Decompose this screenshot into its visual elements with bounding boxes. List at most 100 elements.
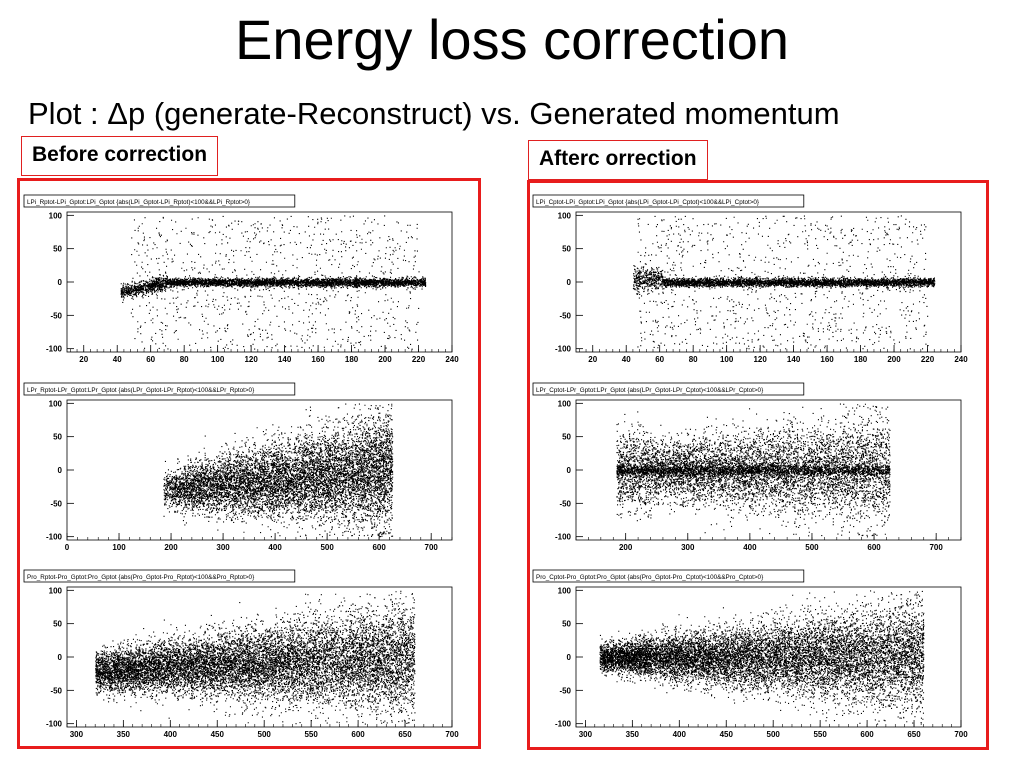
plot-title: LPi_Cptot-LPi_Gptot:LPi_Gptot {abs(LPi_G… — [536, 199, 759, 206]
x-tick-label: 700 — [425, 543, 439, 552]
x-tick-label: 300 — [216, 543, 230, 552]
x-tick-label: 180 — [854, 355, 868, 364]
x-tick-label: 140 — [278, 355, 292, 364]
plot-title: LPr_Cptot-LPr_Gptot:LPr_Gptot {abs(LPr_G… — [536, 387, 763, 394]
plot-title: LPi_Rptot-LPi_Gptot:LPi_Gptot {abs(LPi_G… — [27, 199, 250, 206]
x-tick-label: 220 — [921, 355, 935, 364]
y-tick-label: -50 — [559, 499, 571, 508]
y-tick-label: -100 — [555, 345, 572, 354]
y-tick-label: 0 — [58, 466, 63, 475]
y-tick-label: 50 — [53, 433, 62, 442]
y-tick-label: -50 — [559, 311, 571, 320]
y-tick-label: 0 — [58, 278, 63, 287]
slide-subtitle: Plot : Δp (generate-Reconstruct) vs. Gen… — [28, 96, 840, 131]
x-tick-label: 80 — [180, 355, 189, 364]
x-tick-label: 180 — [345, 355, 359, 364]
after-correction-label: Afterc orrection — [528, 140, 708, 180]
y-tick-label: 0 — [567, 466, 572, 475]
plot-title: Pro_Rptot-Pro_Gptot:Pro_Gptot {abs(Pro_G… — [27, 574, 254, 581]
plot-title: LPr_Rptot-LPr_Gptot:LPr_Gptot {abs(LPr_G… — [27, 387, 254, 394]
x-tick-label: 20 — [588, 355, 597, 364]
x-tick-label: 60 — [146, 355, 155, 364]
x-tick-label: 100 — [720, 355, 734, 364]
plot-after-lpr: LPr_Cptot-LPr_Gptot:LPr_Gptot {abs(LPr_G… — [532, 382, 962, 552]
x-tick-label: 60 — [655, 355, 664, 364]
x-tick-label: 600 — [867, 543, 881, 552]
x-tick-label: 200 — [164, 543, 178, 552]
y-tick-label: 100 — [558, 211, 572, 220]
x-tick-label: 700 — [445, 730, 459, 739]
plot-after-pro: Pro_Cptot-Pro_Gptot:Pro_Gptot {abs(Pro_G… — [532, 569, 968, 739]
x-tick-label: 0 — [65, 543, 70, 552]
x-tick-label: 550 — [813, 730, 827, 739]
plot-title: Pro_Cptot-Pro_Gptot:Pro_Gptot {abs(Pro_G… — [536, 574, 763, 581]
x-tick-label: 240 — [954, 355, 968, 364]
y-tick-label: 0 — [58, 653, 63, 662]
scatter-points — [599, 590, 925, 725]
y-tick-label: 100 — [558, 399, 572, 408]
x-tick-label: 40 — [622, 355, 631, 364]
x-tick-label: 500 — [320, 543, 334, 552]
x-tick-label: 160 — [311, 355, 325, 364]
y-tick-label: 100 — [49, 586, 63, 595]
y-tick-label: 0 — [567, 653, 572, 662]
x-tick-label: 450 — [211, 730, 225, 739]
scatter-points — [95, 590, 416, 725]
x-tick-label: 600 — [372, 543, 386, 552]
x-tick-label: 200 — [378, 355, 392, 364]
scatter-points — [120, 215, 427, 350]
x-tick-label: 700 — [929, 543, 943, 552]
y-tick-label: 100 — [558, 586, 572, 595]
scatter-points — [163, 403, 394, 538]
plot-after-lpi: LPi_Cptot-LPi_Gptot:LPi_Gptot {abs(LPi_G… — [532, 194, 968, 364]
x-tick-label: 200 — [619, 543, 633, 552]
x-tick-label: 160 — [820, 355, 834, 364]
scatter-points — [632, 215, 936, 350]
x-tick-label: 220 — [412, 355, 426, 364]
x-tick-label: 400 — [743, 543, 757, 552]
x-tick-label: 100 — [211, 355, 225, 364]
x-tick-label: 300 — [70, 730, 84, 739]
x-tick-label: 350 — [626, 730, 640, 739]
x-tick-label: 400 — [268, 543, 282, 552]
x-tick-label: 650 — [398, 730, 412, 739]
before-correction-label: Before correction — [21, 136, 219, 176]
x-tick-label: 300 — [681, 543, 695, 552]
y-tick-label: -100 — [555, 720, 572, 729]
x-tick-label: 120 — [753, 355, 767, 364]
y-tick-label: 50 — [562, 245, 571, 254]
x-tick-label: 500 — [767, 730, 781, 739]
y-tick-label: -50 — [50, 686, 62, 695]
y-tick-label: -100 — [555, 533, 572, 542]
x-tick-label: 400 — [673, 730, 687, 739]
x-tick-label: 700 — [954, 730, 968, 739]
y-tick-label: 0 — [567, 278, 572, 287]
y-tick-label: -50 — [50, 311, 62, 320]
y-tick-label: -100 — [46, 345, 63, 354]
slide-title: Energy loss correction — [234, 8, 789, 71]
x-tick-label: 600 — [860, 730, 874, 739]
x-tick-label: 500 — [258, 730, 272, 739]
y-tick-label: 50 — [53, 245, 62, 254]
x-tick-label: 200 — [887, 355, 901, 364]
y-tick-label: 50 — [562, 620, 571, 629]
x-tick-label: 40 — [113, 355, 122, 364]
plot-before-pro: Pro_Rptot-Pro_Gptot:Pro_Gptot {abs(Pro_G… — [23, 569, 459, 739]
x-tick-label: 20 — [79, 355, 88, 364]
y-tick-label: -100 — [46, 533, 63, 542]
x-tick-label: 650 — [907, 730, 921, 739]
y-tick-label: -100 — [46, 720, 63, 729]
x-tick-label: 350 — [117, 730, 131, 739]
x-tick-label: 100 — [112, 543, 126, 552]
x-tick-label: 600 — [351, 730, 365, 739]
x-tick-label: 240 — [445, 355, 459, 364]
x-tick-label: 450 — [720, 730, 734, 739]
scatter-points — [616, 403, 891, 538]
plot-before-lpi: LPi_Rptot-LPi_Gptot:LPi_Gptot {abs(LPi_G… — [23, 194, 459, 364]
y-tick-label: -50 — [559, 686, 571, 695]
x-tick-label: 500 — [805, 543, 819, 552]
y-tick-label: 100 — [49, 211, 63, 220]
x-tick-label: 400 — [164, 730, 178, 739]
y-tick-label: -50 — [50, 499, 62, 508]
y-tick-label: 50 — [562, 433, 571, 442]
